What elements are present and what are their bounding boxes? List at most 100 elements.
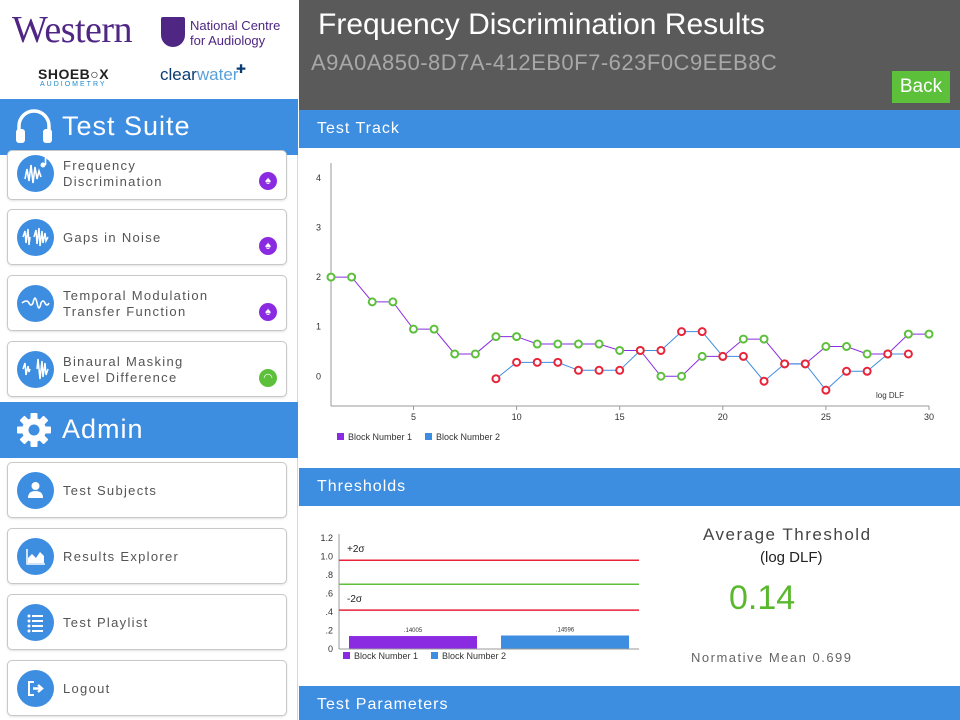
test-parameters-label: Test Parameters <box>317 696 449 713</box>
y-tick-label: 1 <box>316 322 321 332</box>
legend-swatch <box>431 652 438 659</box>
data-point <box>697 327 707 337</box>
data-point <box>470 349 480 359</box>
data-point <box>697 351 707 361</box>
shoebox-sub: AUDIOMETRY <box>40 81 107 88</box>
sidebar-item-label: Gaps in Noise <box>63 230 162 245</box>
bar-value-label: .14596 <box>556 627 575 633</box>
average-threshold-units: (log DLF) <box>760 549 823 566</box>
y-tick-label: 2 <box>316 272 321 282</box>
plus-icon: ✚ <box>236 62 247 76</box>
y-tick-label: .4 <box>325 607 333 617</box>
test-suite-label: Test Suite <box>62 111 191 141</box>
ear-icon: ♠ <box>259 303 277 321</box>
x-tick-label: 30 <box>924 412 934 422</box>
y-tick-label: 3 <box>316 223 321 233</box>
data-point <box>532 357 542 367</box>
data-point <box>429 324 439 334</box>
list-icon <box>17 604 54 641</box>
data-point <box>780 359 790 369</box>
y-tick-label: .2 <box>325 626 333 636</box>
logout-icon <box>17 670 54 707</box>
sidebar-item-label: Binaural Masking Level Difference <box>63 354 184 385</box>
test-parameters-header: Test Parameters <box>299 686 960 720</box>
test-track-header: Test Track <box>299 110 960 148</box>
x-tick-label: 10 <box>512 412 522 422</box>
thresholds-label: Thresholds <box>317 478 407 495</box>
area-chart-icon <box>17 538 54 575</box>
sidebar-item-label: Temporal Modulation Transfer Function <box>63 288 209 319</box>
y-tick-label: 1.2 <box>320 533 333 543</box>
noise-wave-icon <box>17 219 54 256</box>
data-point <box>594 339 604 349</box>
sidebar-item-label: Logout <box>63 681 111 696</box>
data-point <box>532 339 542 349</box>
legend-label: Block Number 2 <box>442 651 506 661</box>
data-point <box>408 324 418 334</box>
sidebar-item-temporal-modulation[interactable]: Temporal Modulation Transfer Function ♠ <box>7 275 287 331</box>
data-point <box>656 345 666 355</box>
data-point <box>800 359 810 369</box>
data-point <box>367 297 377 307</box>
legend-swatch <box>337 433 344 440</box>
x-tick-label: 5 <box>411 412 416 422</box>
x-tick-label: 20 <box>718 412 728 422</box>
clearwater-a: clear <box>160 65 197 84</box>
data-point <box>821 385 831 395</box>
page-title: Frequency Discrimination Results <box>318 8 765 41</box>
threshold-bar <box>501 635 629 649</box>
threshold-bar <box>349 636 477 649</box>
data-point <box>821 342 831 351</box>
ncfa-logo: National Centre for Audiology <box>190 18 281 48</box>
sidebar-item-binaural-masking[interactable]: Binaural Masking Level Difference ◠ <box>7 341 287 397</box>
sidebar-item-test-playlist[interactable]: Test Playlist <box>7 594 287 650</box>
page-header: Frequency Discrimination Results A9A0A85… <box>299 0 960 110</box>
legend-label: Block Number 1 <box>348 432 412 442</box>
average-threshold-value: 0.14 <box>729 579 796 617</box>
data-point <box>573 365 583 375</box>
y-tick-label: 0 <box>316 371 321 381</box>
data-point <box>512 332 522 342</box>
ear-icon: ♠ <box>259 237 277 255</box>
sidebar-item-label: Test Subjects <box>63 483 158 498</box>
admin-header: Admin <box>0 402 298 458</box>
headphones-icon <box>16 109 52 143</box>
data-point <box>759 334 769 344</box>
clearwater-logo: clearwater <box>160 65 238 85</box>
sidebar-item-frequency-discrimination[interactable]: Frequency Discrimination ♠ <box>7 150 287 200</box>
data-point <box>862 366 872 376</box>
sidebar-item-test-subjects[interactable]: Test Subjects <box>7 462 287 518</box>
data-point <box>615 365 625 375</box>
sidebar-item-label: Test Playlist <box>63 615 149 630</box>
reference-label: +2σ <box>347 544 365 555</box>
data-point <box>677 371 687 381</box>
y-tick-label: .8 <box>325 570 333 580</box>
legend-swatch <box>343 652 350 659</box>
data-point <box>903 329 913 339</box>
sidebar-item-gaps-in-noise[interactable]: Gaps in Noise ♠ <box>7 209 287 265</box>
test-track-label: Test Track <box>317 120 400 137</box>
data-point <box>553 339 563 349</box>
shield-icon <box>161 17 185 47</box>
data-point <box>738 334 748 344</box>
y-tick-label: .6 <box>325 589 333 599</box>
person-icon <box>17 472 54 509</box>
back-button[interactable]: Back <box>892 71 950 103</box>
data-point <box>347 272 357 282</box>
sidebar-item-results-explorer[interactable]: Results Explorer <box>7 528 287 584</box>
data-point <box>573 339 583 349</box>
legend-swatch <box>425 433 432 440</box>
data-point <box>903 349 913 359</box>
y-tick-label: 4 <box>316 173 321 183</box>
data-point <box>738 351 748 361</box>
series-line <box>331 276 929 377</box>
data-point <box>450 349 460 359</box>
data-point <box>842 366 852 376</box>
sidebar-item-logout[interactable]: Logout <box>7 660 287 716</box>
x-tick-label: 15 <box>615 412 625 422</box>
modulation-wave-icon <box>17 285 54 322</box>
data-point <box>842 342 852 351</box>
ear-icon: ♠ <box>259 172 277 190</box>
data-point <box>883 349 893 359</box>
data-point <box>512 357 522 367</box>
